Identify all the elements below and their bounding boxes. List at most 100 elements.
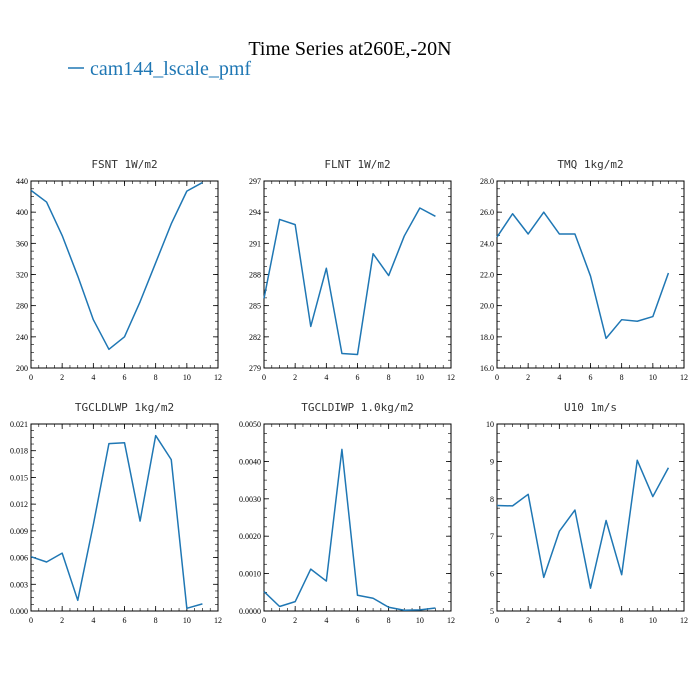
panel-title: TGCLDIWP 1.0kg/m2	[301, 401, 414, 414]
y-tick-label: 0.0050	[239, 420, 261, 429]
y-tick-label: 9	[490, 457, 494, 466]
x-tick-label: 12	[680, 616, 688, 625]
x-tick-label: 12	[447, 373, 455, 382]
y-tick-label: 20.0	[480, 302, 494, 311]
x-tick-label: 4	[557, 373, 561, 382]
x-tick-label: 6	[589, 616, 593, 625]
x-tick-label: 8	[154, 616, 158, 625]
chart-panel-3: TMQ 1kg/m2 0 2 4 6 8 10 12 16.0 18.0 20.0 22.0 24.0 2…	[480, 158, 688, 382]
x-tick-label: 4	[91, 373, 95, 382]
y-tick-label: 0.006	[10, 554, 28, 563]
y-tick-label: 320	[16, 271, 28, 280]
panel-title: TGCLDLWP 1kg/m2	[75, 401, 174, 414]
panel-title: FLNT 1W/m2	[324, 158, 390, 171]
x-tick-label: 0	[262, 373, 266, 382]
y-tick-label: 0.0010	[239, 570, 261, 579]
y-tick-label: 297	[249, 177, 261, 186]
plot-frame	[30, 180, 219, 369]
y-tick-label: 440	[16, 177, 28, 186]
x-tick-label: 6	[356, 616, 360, 625]
y-tick-label: 7	[490, 532, 494, 541]
y-tick-label: 8	[490, 495, 494, 504]
y-tick-label: 294	[249, 208, 261, 217]
series-line	[496, 459, 670, 589]
series-line	[30, 434, 203, 610]
y-tick-label: 0.0020	[239, 532, 261, 541]
panel-grid: FSNT 1W/m20 2 4 6 8 10 12200240280320360400440…	[10, 158, 688, 625]
chart-panel-4: TGCLDLWP 1kg/m2 0 2 4 6 8 10 12 0.000 0.003 0.006 0…	[10, 401, 222, 625]
y-tick-label: 0.018	[10, 447, 28, 456]
x-tick-label: 6	[589, 373, 593, 382]
x-tick-label: 10	[183, 616, 191, 625]
y-tick-label: 0.0040	[239, 457, 261, 466]
panel-title: TMQ 1kg/m2	[557, 158, 623, 171]
x-tick-label: 10	[416, 373, 424, 382]
x-tick-label: 6	[123, 373, 127, 382]
x-tick-label: 10	[416, 616, 424, 625]
y-tick-label: 6	[490, 570, 494, 579]
x-tick-label: 10	[183, 373, 191, 382]
plot-frame	[263, 423, 452, 612]
series-line	[263, 448, 436, 611]
x-tick-label: 0	[262, 616, 266, 625]
x-tick-label: 0	[29, 373, 33, 382]
y-tick-label: 282	[249, 333, 261, 342]
x-tick-label: 8	[620, 616, 624, 625]
y-tick-label: 288	[249, 271, 261, 280]
y-tick-label: 400	[16, 208, 28, 217]
x-tick-label: 10	[649, 616, 657, 625]
x-tick-label: 6	[123, 616, 127, 625]
y-tick-label: 279	[249, 364, 261, 373]
y-tick-label: 28.0	[480, 177, 494, 186]
plot-frame	[496, 423, 685, 612]
x-tick-label: 4	[91, 616, 95, 625]
y-tick-label: 0.000	[10, 607, 28, 616]
y-tick-label: 360	[16, 239, 28, 248]
y-tick-label: 0.003	[10, 580, 28, 589]
x-tick-label: 8	[154, 373, 158, 382]
x-tick-label: 0	[29, 616, 33, 625]
x-tick-label: 2	[526, 616, 530, 625]
chart-panel-2: FLNT 1W/m2 0 2 4 6 8 10 12 279 282 285 288 291 294 297	[249, 158, 455, 382]
x-tick-label: 2	[293, 616, 297, 625]
series-line	[30, 181, 203, 351]
y-tick-label: 26.0	[480, 208, 494, 217]
x-tick-label: 12	[214, 616, 222, 625]
x-tick-label: 12	[447, 616, 455, 625]
y-tick-label: 285	[249, 302, 261, 311]
y-tick-label: 0.021	[10, 420, 28, 429]
y-tick-label: 280	[16, 302, 28, 311]
panel-title: U10 1m/s	[564, 401, 617, 414]
y-tick-label: 5	[490, 607, 494, 616]
x-tick-label: 0	[495, 616, 499, 625]
chart-panel-5: TGCLDIWP 1.0kg/m2 0 2 4 6 8 10 12 0.0000 0.0010 0.…	[239, 401, 455, 625]
x-tick-label: 4	[324, 616, 328, 625]
x-tick-label: 2	[60, 616, 64, 625]
x-tick-label: 2	[293, 373, 297, 382]
figure-title: Time Series at260E,-20N	[248, 38, 451, 60]
y-tick-label: 0.009	[10, 527, 28, 536]
y-tick-label: 0.0000	[239, 607, 261, 616]
x-tick-label: 4	[557, 616, 561, 625]
y-tick-label: 291	[249, 239, 261, 248]
series-line	[263, 207, 436, 356]
x-tick-label: 6	[356, 373, 360, 382]
y-tick-label: 22.0	[480, 271, 494, 280]
x-tick-label: 0	[495, 373, 499, 382]
figure-legend: cam144_lscale_pmf	[68, 58, 251, 80]
y-tick-label: 0.0030	[239, 495, 261, 504]
y-tick-label: 240	[16, 333, 28, 342]
y-tick-label: 24.0	[480, 239, 494, 248]
x-tick-label: 10	[649, 373, 657, 382]
x-tick-label: 4	[324, 373, 328, 382]
y-tick-label: 16.0	[480, 364, 494, 373]
y-tick-label: 200	[16, 364, 28, 373]
y-tick-label: 0.012	[10, 500, 28, 509]
legend-label: cam144_lscale_pmf	[90, 58, 251, 80]
x-tick-label: 12	[680, 373, 688, 382]
y-tick-label: 10	[486, 420, 494, 429]
chart-panel-6: U10 1m/s 0 2 4 6 8 10 12 5 6 7 8 9 10	[486, 401, 688, 625]
y-tick-label: 18.0	[480, 333, 494, 342]
y-tick-label: 0.015	[10, 473, 28, 482]
